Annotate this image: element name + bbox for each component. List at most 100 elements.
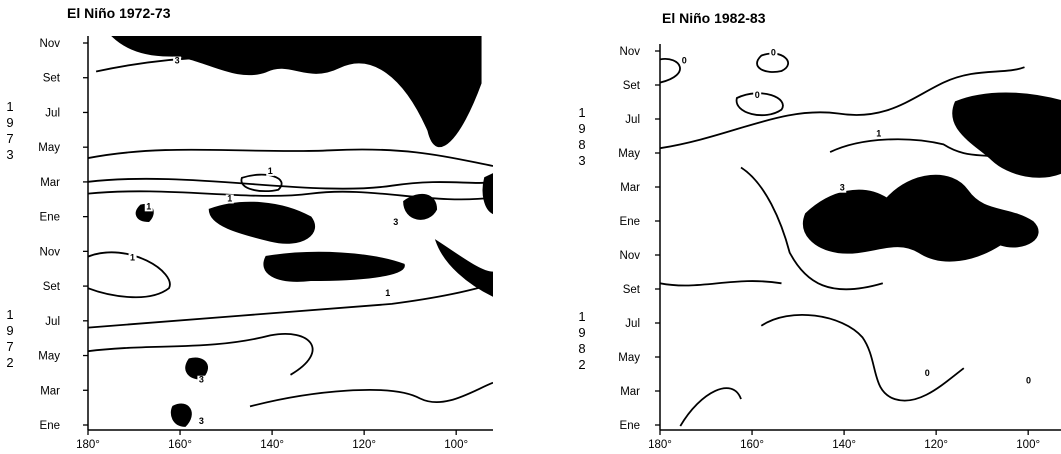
contour-line (88, 177, 493, 190)
contour-label-bg (1024, 376, 1033, 386)
x-tick-label: 120° (352, 439, 376, 451)
contour-label-bg (197, 375, 206, 385)
year-label-digit: 1 (6, 307, 13, 322)
year-label-digit: 9 (6, 115, 13, 130)
x-tick-label: 160° (168, 439, 192, 451)
contour-line (829, 138, 1009, 161)
y-tick-label: Nov (620, 46, 641, 58)
contour-label: 1 (385, 288, 390, 298)
year-label-digit: 7 (6, 339, 13, 354)
x-tick-label: 160° (740, 439, 764, 451)
chart-panel-1982-83: El Niño 1982-83 0 0 0 1 3 0 0 Ene Mar May Jul Set Nov… (560, 0, 1061, 454)
year-label-digit: 9 (6, 323, 13, 338)
x-tick-label: 100° (1016, 439, 1040, 451)
contour-label-bg (197, 417, 206, 427)
y-tick-label: Set (43, 73, 61, 85)
contour-chart-1972-73: El Niño 1972-73 3 1 1 1 1 1 3 3 3 Ene Mar May Jul Set N… (6, 5, 493, 451)
y-tick-label: Ene (620, 216, 640, 228)
contour-line (660, 58, 681, 84)
contour-label: 3 (840, 183, 845, 193)
y-tick-label: Mar (40, 385, 60, 397)
year-label-digit: 9 (578, 325, 585, 340)
shaded-region (803, 174, 1039, 262)
y-tick-label: Set (43, 281, 61, 293)
shaded-region (403, 193, 438, 220)
y-tick-label: Jul (625, 114, 640, 126)
contour-label-bg (680, 56, 689, 66)
shaded-region (434, 239, 493, 297)
contour-label: 0 (771, 48, 776, 58)
x-tick-label: 140° (260, 439, 284, 451)
shaded-region (111, 36, 482, 148)
y-tick-label: Mar (620, 386, 640, 398)
contour-label: 3 (175, 56, 180, 66)
contour-label: 0 (1026, 376, 1031, 386)
chart-title: El Niño 1972-73 (67, 5, 171, 21)
shaded-region (263, 251, 405, 282)
year-label-digit: 3 (6, 147, 13, 162)
y-tick-label: Ene (620, 420, 640, 432)
contour-line (88, 283, 493, 329)
contour-label-bg (753, 91, 762, 101)
year-label-digit: 2 (578, 357, 585, 372)
y-tick-label: Nov (40, 38, 61, 50)
contour-label-bg (144, 202, 153, 212)
contour-label-bg (128, 253, 137, 263)
y-tick-label: May (618, 352, 640, 364)
y-tick-label: Nov (620, 250, 641, 262)
x-tick-label: 100° (444, 439, 468, 451)
y-tick-label: Set (623, 80, 641, 92)
contour-label: 0 (682, 55, 687, 65)
contour-label-bg (383, 289, 392, 299)
x-tick-label: 140° (832, 439, 856, 451)
contour-label: 0 (925, 368, 930, 378)
contour-label-bg (391, 218, 400, 228)
y-tick-label: Mar (40, 177, 60, 189)
contour-label: 1 (146, 201, 151, 211)
contour-layer: 3 1 1 1 1 1 3 3 3 (88, 36, 493, 427)
contour-label: 1 (268, 166, 273, 176)
chart-panel-1972-73: El Niño 1972-73 3 1 1 1 1 1 3 3 3 Ene Mar May Jul Set N… (0, 0, 520, 454)
contour-label-bg (173, 56, 182, 66)
y-tick-label: May (618, 148, 640, 160)
y-tick-label: Jul (625, 318, 640, 330)
contour-line (88, 333, 314, 376)
x-tick-label: 180° (76, 439, 100, 451)
shaded-region (952, 92, 1061, 178)
contour-line (740, 166, 884, 291)
year-label-digit: 1 (578, 105, 585, 120)
year-label-digit: 8 (578, 341, 585, 356)
contour-chart-1982-83: El Niño 1982-83 0 0 0 1 3 0 0 Ene Mar May Jul Set Nov… (578, 10, 1061, 451)
shaded-region (170, 403, 192, 427)
y-tick-label: Set (623, 284, 641, 296)
year-label-digit: 9 (578, 121, 585, 136)
contour-line (660, 280, 782, 287)
contour-line (88, 148, 493, 167)
year-label-digit: 1 (6, 99, 13, 114)
y-tick-label: Ene (40, 212, 60, 224)
contour-line (240, 173, 283, 193)
contour-line (660, 66, 1025, 150)
y-tick-label: May (38, 142, 60, 154)
contour-layer: 0 0 0 1 3 0 0 (660, 48, 1061, 427)
contour-label: 1 (130, 253, 135, 263)
contour-label: 0 (755, 90, 760, 100)
y-tick-label: Nov (40, 246, 61, 258)
shaded-region (208, 201, 316, 244)
contour-label: 3 (199, 416, 204, 426)
contour-line (88, 251, 171, 299)
year-label-digit: 3 (578, 153, 585, 168)
shaded-region (482, 173, 493, 215)
contour-label: 1 (227, 193, 232, 203)
contour-label-bg (923, 368, 932, 378)
year-label-digit: 7 (6, 131, 13, 146)
y-tick-label: Jul (45, 107, 60, 119)
chart-title: El Niño 1982-83 (662, 10, 766, 26)
y-tick-label: Ene (40, 420, 60, 432)
contour-line (88, 190, 493, 201)
contour-label-bg (838, 183, 847, 193)
contour-line (249, 381, 493, 408)
contour-line (679, 387, 742, 427)
contour-label-bg (769, 48, 778, 58)
year-label-digit: 2 (6, 355, 13, 370)
